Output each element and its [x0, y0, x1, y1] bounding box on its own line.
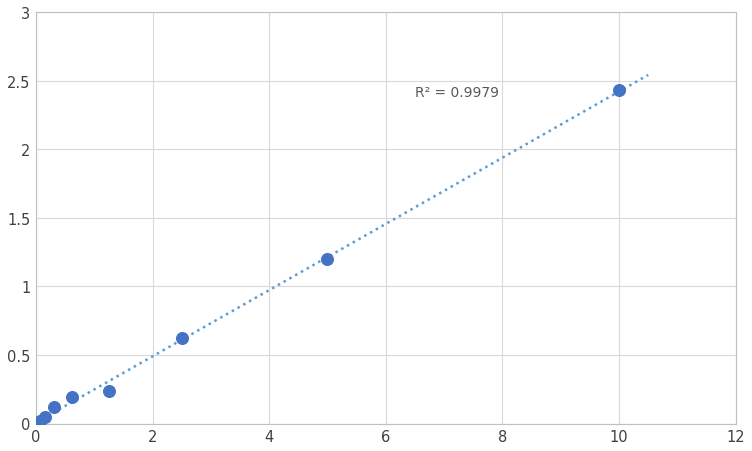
Point [48, 404, 60, 411]
Point [176, 335, 188, 342]
Point [35, 417, 47, 424]
Point [66, 394, 78, 401]
Point [39, 413, 51, 420]
Point [613, 87, 625, 95]
Point [103, 387, 115, 394]
Text: R² = 0.9979: R² = 0.9979 [415, 85, 499, 99]
Point [30, 420, 42, 427]
Point [321, 256, 333, 263]
